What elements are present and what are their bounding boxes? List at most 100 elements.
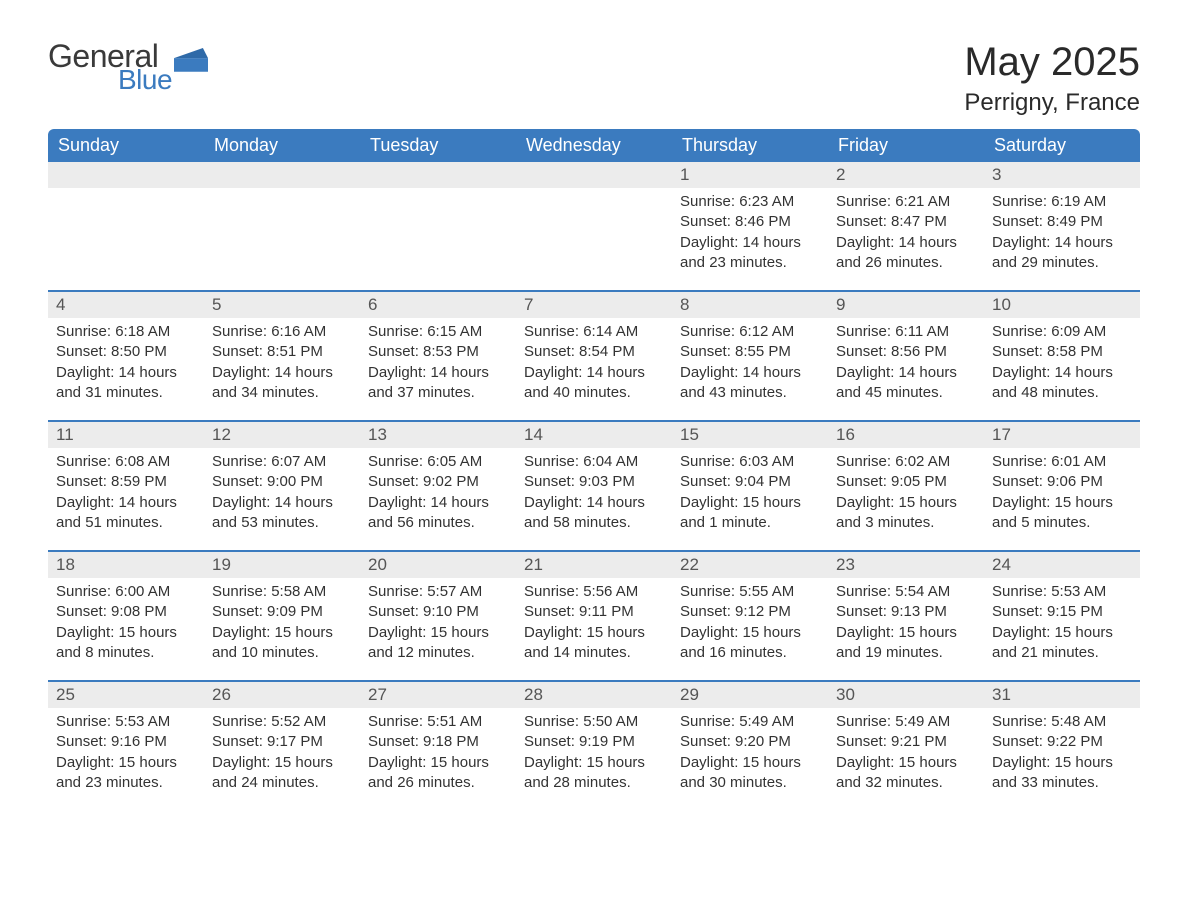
sunset-text: Sunset: 8:53 PM (368, 342, 508, 362)
daylight-text: Daylight: 15 hours and 16 minutes. (680, 623, 820, 664)
calendar-cell: 31Sunrise: 5:48 AMSunset: 9:22 PMDayligh… (984, 682, 1140, 810)
daylight-text: Daylight: 14 hours and 43 minutes. (680, 363, 820, 404)
cell-body: Sunrise: 6:21 AMSunset: 8:47 PMDaylight:… (828, 188, 984, 283)
month-title: May 2025 (964, 40, 1140, 85)
cell-body: Sunrise: 6:09 AMSunset: 8:58 PMDaylight:… (984, 318, 1140, 413)
day-number: 28 (516, 682, 672, 708)
daylight-text: Daylight: 14 hours and 48 minutes. (992, 363, 1132, 404)
day-number (516, 162, 672, 188)
calendar-cell: 30Sunrise: 5:49 AMSunset: 9:21 PMDayligh… (828, 682, 984, 810)
cell-body: Sunrise: 6:01 AMSunset: 9:06 PMDaylight:… (984, 448, 1140, 543)
calendar-cell: 15Sunrise: 6:03 AMSunset: 9:04 PMDayligh… (672, 422, 828, 550)
day-number: 9 (828, 292, 984, 318)
sunrise-text: Sunrise: 5:54 AM (836, 582, 976, 602)
sunrise-text: Sunrise: 6:02 AM (836, 452, 976, 472)
sunrise-text: Sunrise: 6:03 AM (680, 452, 820, 472)
calendar-cell (204, 162, 360, 290)
calendar-cell: 29Sunrise: 5:49 AMSunset: 9:20 PMDayligh… (672, 682, 828, 810)
day-number: 8 (672, 292, 828, 318)
day-number: 16 (828, 422, 984, 448)
calendar-cell (516, 162, 672, 290)
weekday-header: Friday (828, 129, 984, 162)
sunset-text: Sunset: 9:15 PM (992, 602, 1132, 622)
daylight-text: Daylight: 15 hours and 10 minutes. (212, 623, 352, 664)
daylight-text: Daylight: 14 hours and 45 minutes. (836, 363, 976, 404)
calendar-cell: 27Sunrise: 5:51 AMSunset: 9:18 PMDayligh… (360, 682, 516, 810)
cell-body: Sunrise: 5:56 AMSunset: 9:11 PMDaylight:… (516, 578, 672, 673)
calendar-cell: 28Sunrise: 5:50 AMSunset: 9:19 PMDayligh… (516, 682, 672, 810)
sunrise-text: Sunrise: 6:14 AM (524, 322, 664, 342)
calendar-cell: 1Sunrise: 6:23 AMSunset: 8:46 PMDaylight… (672, 162, 828, 290)
calendar-cell: 20Sunrise: 5:57 AMSunset: 9:10 PMDayligh… (360, 552, 516, 680)
cell-body: Sunrise: 6:08 AMSunset: 8:59 PMDaylight:… (48, 448, 204, 543)
cell-body: Sunrise: 5:53 AMSunset: 9:16 PMDaylight:… (48, 708, 204, 803)
sunset-text: Sunset: 9:11 PM (524, 602, 664, 622)
calendar: SundayMondayTuesdayWednesdayThursdayFrid… (48, 129, 1140, 810)
cell-body: Sunrise: 6:14 AMSunset: 8:54 PMDaylight:… (516, 318, 672, 413)
location-label: Perrigny, France (964, 89, 1140, 117)
cell-body: Sunrise: 6:02 AMSunset: 9:05 PMDaylight:… (828, 448, 984, 543)
calendar-cell: 23Sunrise: 5:54 AMSunset: 9:13 PMDayligh… (828, 552, 984, 680)
daylight-text: Daylight: 15 hours and 26 minutes. (368, 753, 508, 794)
sunrise-text: Sunrise: 6:04 AM (524, 452, 664, 472)
day-number: 20 (360, 552, 516, 578)
calendar-cell: 7Sunrise: 6:14 AMSunset: 8:54 PMDaylight… (516, 292, 672, 420)
cell-body: Sunrise: 5:53 AMSunset: 9:15 PMDaylight:… (984, 578, 1140, 673)
daylight-text: Daylight: 15 hours and 1 minute. (680, 493, 820, 534)
day-number: 31 (984, 682, 1140, 708)
calendar-cell: 10Sunrise: 6:09 AMSunset: 8:58 PMDayligh… (984, 292, 1140, 420)
sunset-text: Sunset: 8:59 PM (56, 472, 196, 492)
daylight-text: Daylight: 15 hours and 24 minutes. (212, 753, 352, 794)
brand-logo: General Blue (48, 40, 208, 94)
calendar-cell: 18Sunrise: 6:00 AMSunset: 9:08 PMDayligh… (48, 552, 204, 680)
cell-body: Sunrise: 6:05 AMSunset: 9:02 PMDaylight:… (360, 448, 516, 543)
sunrise-text: Sunrise: 5:58 AM (212, 582, 352, 602)
day-number (48, 162, 204, 188)
day-number: 14 (516, 422, 672, 448)
logo-word-blue: Blue (118, 66, 172, 94)
calendar-cell: 24Sunrise: 5:53 AMSunset: 9:15 PMDayligh… (984, 552, 1140, 680)
cell-body: Sunrise: 6:19 AMSunset: 8:49 PMDaylight:… (984, 188, 1140, 283)
sunset-text: Sunset: 9:02 PM (368, 472, 508, 492)
day-number: 5 (204, 292, 360, 318)
day-number: 15 (672, 422, 828, 448)
calendar-cell: 25Sunrise: 5:53 AMSunset: 9:16 PMDayligh… (48, 682, 204, 810)
sunrise-text: Sunrise: 5:49 AM (836, 712, 976, 732)
calendar-cell (48, 162, 204, 290)
calendar-week: 11Sunrise: 6:08 AMSunset: 8:59 PMDayligh… (48, 420, 1140, 550)
daylight-text: Daylight: 14 hours and 26 minutes. (836, 233, 976, 274)
day-number: 22 (672, 552, 828, 578)
weekday-header: Monday (204, 129, 360, 162)
calendar-week: 25Sunrise: 5:53 AMSunset: 9:16 PMDayligh… (48, 680, 1140, 810)
cell-body: Sunrise: 5:58 AMSunset: 9:09 PMDaylight:… (204, 578, 360, 673)
day-number: 30 (828, 682, 984, 708)
calendar-week: 18Sunrise: 6:00 AMSunset: 9:08 PMDayligh… (48, 550, 1140, 680)
cell-body: Sunrise: 5:50 AMSunset: 9:19 PMDaylight:… (516, 708, 672, 803)
cell-body: Sunrise: 6:03 AMSunset: 9:04 PMDaylight:… (672, 448, 828, 543)
daylight-text: Daylight: 14 hours and 53 minutes. (212, 493, 352, 534)
daylight-text: Daylight: 15 hours and 19 minutes. (836, 623, 976, 664)
day-number: 2 (828, 162, 984, 188)
calendar-cell: 12Sunrise: 6:07 AMSunset: 9:00 PMDayligh… (204, 422, 360, 550)
daylight-text: Daylight: 14 hours and 56 minutes. (368, 493, 508, 534)
daylight-text: Daylight: 14 hours and 29 minutes. (992, 233, 1132, 274)
daylight-text: Daylight: 15 hours and 8 minutes. (56, 623, 196, 664)
cell-body: Sunrise: 6:18 AMSunset: 8:50 PMDaylight:… (48, 318, 204, 413)
daylight-text: Daylight: 14 hours and 58 minutes. (524, 493, 664, 534)
daylight-text: Daylight: 14 hours and 23 minutes. (680, 233, 820, 274)
daylight-text: Daylight: 15 hours and 14 minutes. (524, 623, 664, 664)
calendar-cell: 8Sunrise: 6:12 AMSunset: 8:55 PMDaylight… (672, 292, 828, 420)
sunrise-text: Sunrise: 6:09 AM (992, 322, 1132, 342)
sunset-text: Sunset: 8:46 PM (680, 212, 820, 232)
sunrise-text: Sunrise: 5:53 AM (992, 582, 1132, 602)
daylight-text: Daylight: 15 hours and 28 minutes. (524, 753, 664, 794)
daylight-text: Daylight: 15 hours and 21 minutes. (992, 623, 1132, 664)
cell-body: Sunrise: 5:49 AMSunset: 9:20 PMDaylight:… (672, 708, 828, 803)
day-number: 29 (672, 682, 828, 708)
cell-body: Sunrise: 6:23 AMSunset: 8:46 PMDaylight:… (672, 188, 828, 283)
calendar-cell: 3Sunrise: 6:19 AMSunset: 8:49 PMDaylight… (984, 162, 1140, 290)
sunrise-text: Sunrise: 5:50 AM (524, 712, 664, 732)
calendar-cell: 2Sunrise: 6:21 AMSunset: 8:47 PMDaylight… (828, 162, 984, 290)
sunrise-text: Sunrise: 6:00 AM (56, 582, 196, 602)
sunset-text: Sunset: 8:54 PM (524, 342, 664, 362)
